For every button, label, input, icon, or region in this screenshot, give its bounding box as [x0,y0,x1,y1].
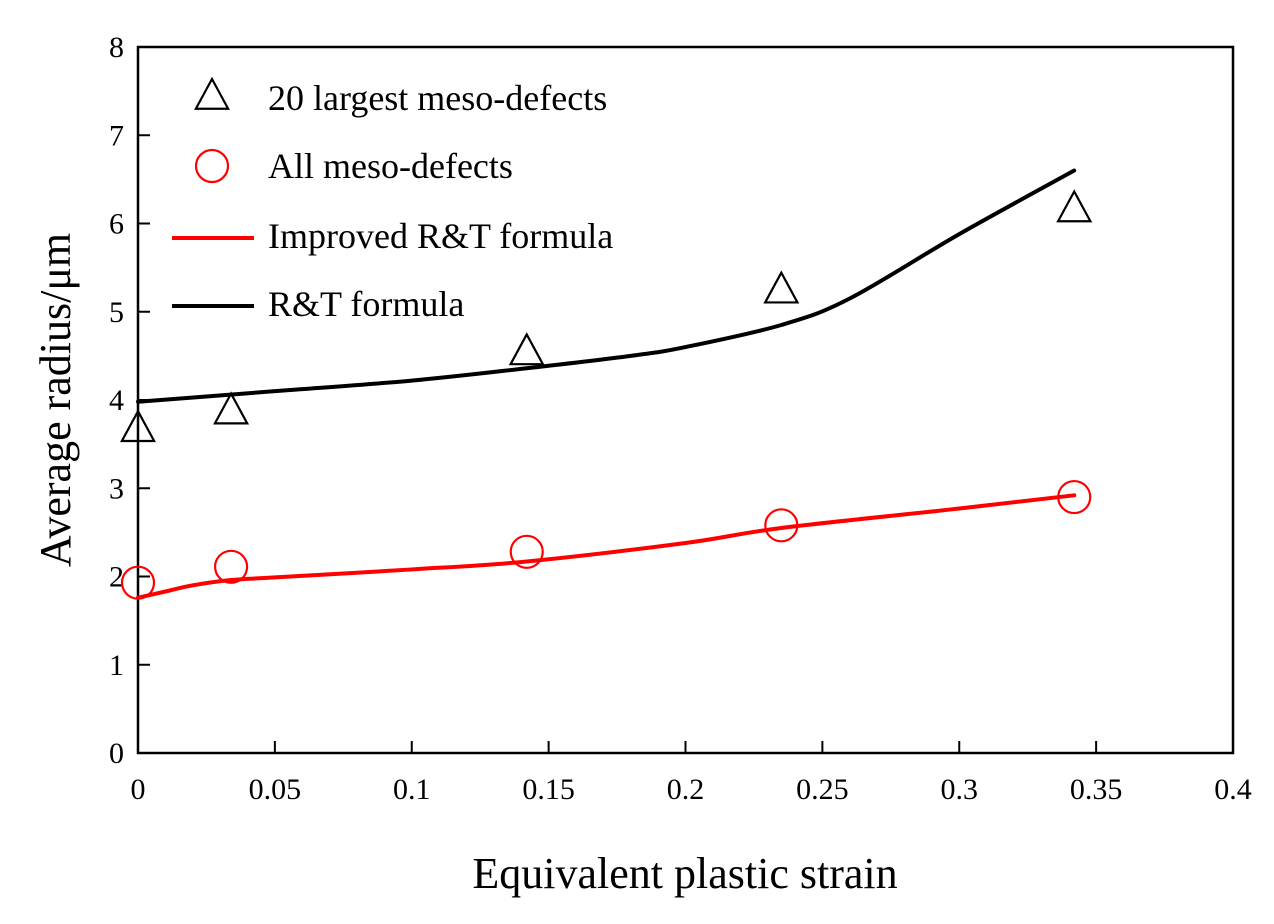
legend: 20 largest meso-defects All meso-defects I… [172,76,613,324]
triangle-marker [213,391,250,425]
legend-label: Improved R&T formula [268,216,613,256]
legend-label: 20 largest meso-defects [268,78,607,118]
x-tick-label: 0.4 [1214,773,1252,806]
x-tick-label: 0 [131,773,146,806]
x-tick-label: 0.3 [941,773,979,806]
x-axis-title: Equivalent plastic strain [472,849,897,898]
y-tick-label: 3 [109,472,124,505]
legend-triangle-marker [194,76,230,110]
triangle-marker [763,270,800,304]
y-tick-label: 2 [109,561,124,594]
circle-marker [120,565,156,600]
x-axis: 0 0.05 0.1 0.15 0.2 0.25 0.3 0.35 0.4 [131,741,1252,806]
circle-marker [1057,479,1092,515]
y-tick-label: 4 [109,384,124,417]
circle-marker [509,534,544,569]
y-tick-label: 7 [109,119,124,152]
x-tick-label: 0.15 [522,773,575,806]
series-layer [120,168,1093,600]
legend-item: 20 largest meso-defects [194,76,607,118]
circle-marker [213,549,249,584]
y-axis-title: Average radius/μm [31,233,80,567]
x-tick-label: 0.25 [796,773,849,806]
x-tick-label: 0.35 [1070,773,1123,806]
series-line-2 [136,493,1077,600]
y-tick-label: 8 [109,31,124,64]
legend-item: All meso-defects [194,146,513,186]
triangle-marker [1056,189,1093,223]
y-tick-label: 6 [109,208,124,241]
series-line-3 [136,168,1077,404]
y-tick-label: 0 [109,737,124,770]
legend-item: Improved R&T formula [172,216,613,256]
legend-item: R&T formula [172,284,464,324]
legend-circle-marker [194,148,230,184]
y-tick-label: 5 [109,296,124,329]
legend-label: R&T formula [268,284,464,324]
x-tick-label: 0.2 [667,773,705,806]
legend-label: All meso-defects [268,146,513,186]
x-tick-label: 0.05 [249,773,302,806]
triangle-marker [120,408,156,443]
x-tick-label: 0.1 [393,773,431,806]
triangle-marker [508,332,545,366]
circle-marker [764,508,799,543]
y-tick-label: 1 [109,649,124,682]
